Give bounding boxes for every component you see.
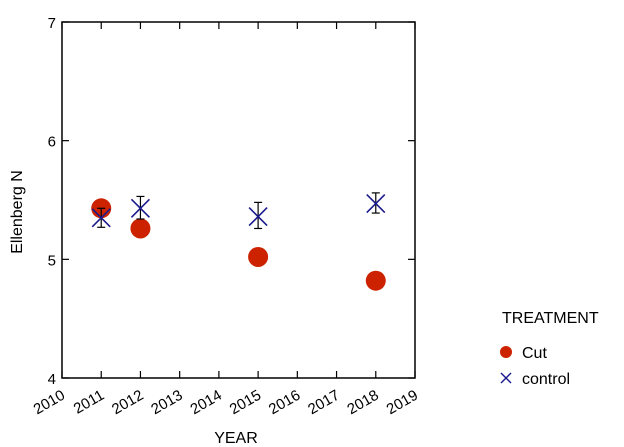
legend-label: control [522,371,570,388]
x-tick-label: 2018 [344,387,381,418]
y-axis: 4 5 6 7 [48,15,415,388]
x-tick-label: 2015 [227,387,264,418]
x-axis-title: YEAR [214,430,258,447]
x-axis: 2010 2011 2012 2013 2014 2015 2016 2017 2018 2019 [31,22,421,418]
control-point [366,193,386,214]
cut-point [130,218,151,239]
legend-item-cut: Cut [500,345,547,362]
control-point [91,208,111,228]
x-tick-label: 2017 [305,387,342,418]
legend-cross-marker [500,372,512,384]
legend-item-control: control [500,371,570,388]
legend-circle-marker [500,346,512,358]
x-tick-label: 2019 [384,387,421,418]
legend: TREATMENT Cut control [500,310,599,388]
x-tick-label: 2016 [266,387,303,418]
plot-frame [61,21,416,379]
control-error-bar [254,201,263,230]
y-tick-label: 7 [48,15,56,32]
y-axis-title: Ellenberg N [9,170,26,254]
cut-point [248,246,269,267]
control-point [130,198,151,218]
x-tick-label: 2010 [31,387,68,418]
plot-area [91,192,386,291]
control-point [248,207,268,227]
x-tick-label: 2013 [148,387,185,418]
legend-label: Cut [522,345,547,362]
x-tick-label: 2014 [187,387,224,418]
x-tick-label: 2011 [71,387,107,418]
x-tick-label: 2012 [109,387,146,418]
legend-title: TREATMENT [502,310,599,327]
y-tick-label: 6 [48,134,56,151]
y-tick-label: 5 [48,252,56,269]
cut-point [365,270,386,291]
y-tick-label: 4 [48,371,56,388]
